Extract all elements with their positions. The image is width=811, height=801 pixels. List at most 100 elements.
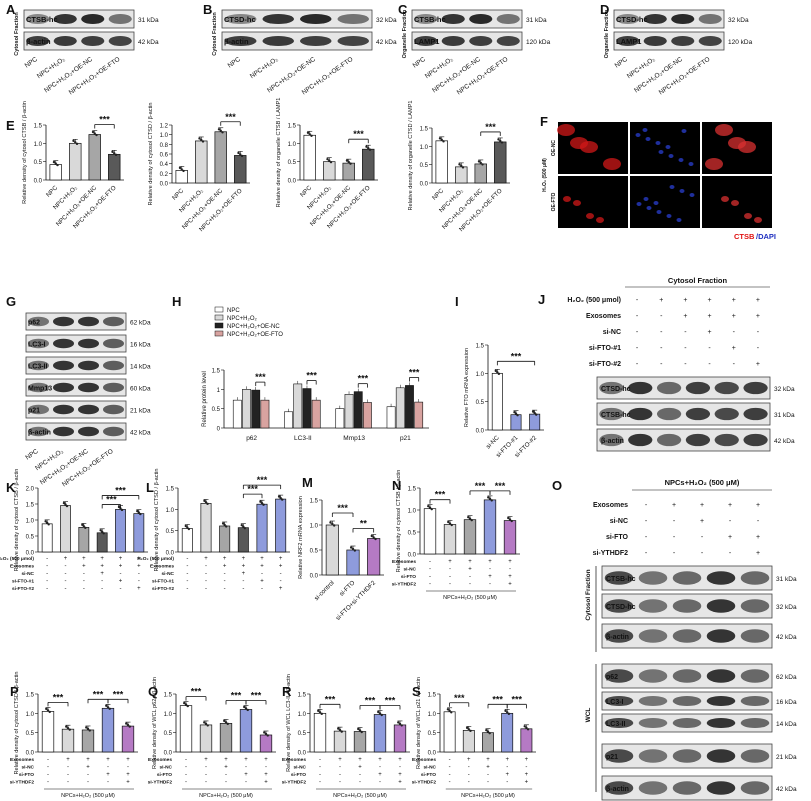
sig-stars: *** (53, 692, 64, 702)
kda-label: 42 kDa (774, 438, 795, 445)
data-point (365, 145, 368, 148)
sig-stars: *** (492, 694, 503, 704)
data-point (332, 524, 336, 527)
blot-band (714, 381, 739, 395)
sig-stars: *** (409, 367, 420, 377)
bar (395, 387, 405, 429)
y-tick-label: 0.5 (288, 160, 297, 166)
panel-letter: E (6, 118, 15, 133)
condition-name: Exosomes (150, 564, 174, 570)
category-label: si-control (313, 579, 336, 602)
blot-band (656, 433, 682, 447)
panel-letter: C (398, 2, 408, 17)
blot-band (740, 695, 770, 707)
condition-value: - (138, 571, 140, 577)
condition-value: + (756, 313, 760, 320)
blot-strip (25, 334, 127, 353)
cell-signal (705, 158, 723, 170)
cell-signal (646, 206, 652, 210)
data-point (400, 724, 403, 727)
y-tick-label: 1.0 (420, 145, 429, 151)
blot-strip (596, 428, 771, 452)
blot-band (26, 13, 50, 25)
blot-band (469, 13, 493, 25)
blot-band (78, 360, 99, 371)
blot-band (28, 360, 49, 371)
kda-label: 42 kDa (138, 39, 159, 46)
sig-stars: *** (385, 695, 396, 705)
data-point (246, 708, 249, 712)
condition-value: + (64, 556, 68, 562)
data-point (448, 522, 452, 525)
bar (362, 148, 375, 181)
condition-value: - (757, 345, 760, 352)
y-tick-label: 1.0 (166, 508, 175, 514)
condition-value: + (223, 564, 227, 570)
data-point (198, 137, 201, 140)
data-point (460, 164, 463, 168)
blot-band (81, 13, 105, 25)
band-name: CTSD-hc (606, 604, 636, 611)
condition-value: - (449, 574, 451, 580)
blot-band (225, 35, 257, 47)
condition-value: - (379, 765, 381, 771)
condition-name: si-FTO (157, 772, 172, 778)
blot-band (616, 13, 640, 25)
y-tick-label: 1.0 (34, 142, 43, 148)
data-point (349, 546, 353, 549)
bar (214, 131, 227, 184)
condition-value: + (224, 757, 228, 763)
condition-value: - (65, 571, 67, 577)
sig-stars: *** (231, 690, 242, 700)
cell-signal (656, 210, 662, 214)
blot-band (108, 35, 132, 47)
condition-value: - (684, 329, 687, 336)
condition-value: + (119, 564, 123, 570)
condition-value: + (242, 571, 246, 577)
sig-stars: *** (225, 112, 236, 122)
condition-value: - (245, 780, 247, 786)
sig-stars: *** (113, 689, 124, 699)
blot-band (698, 35, 722, 47)
blot-band (638, 717, 668, 729)
data-point (114, 153, 118, 157)
chart-H: 0 0.5 1 1.5 Relative protein level *** p62 *** L… (202, 306, 429, 442)
data-point (204, 501, 208, 504)
y-tick-label: 1.0 (26, 712, 35, 718)
chart-P: 0.0 0.5 1.0 1.5 Relative density of cytosol … (10, 671, 138, 799)
condition-value: + (224, 765, 228, 771)
blot-band (671, 13, 695, 25)
condition-value: - (185, 765, 187, 771)
blot-band (78, 404, 99, 415)
fraction-label: Cytosol Fraction (14, 12, 20, 56)
condition-value: - (399, 765, 401, 771)
condition-value: + (126, 780, 130, 786)
data-point (506, 711, 509, 714)
condition-value: - (468, 780, 470, 786)
condition-value: - (449, 780, 451, 786)
condition-value: + (260, 556, 264, 562)
condition-value: + (525, 757, 529, 763)
sig-stars: *** (454, 693, 465, 703)
y-tick-label: 1.0 (310, 524, 319, 530)
condition-value: + (728, 534, 732, 541)
blot-band (53, 382, 74, 393)
blot-band (706, 749, 736, 763)
data-point (469, 729, 472, 733)
condition-name: si-YTHDF2 (392, 582, 417, 588)
panel-letter: D (600, 2, 609, 17)
blot-band (672, 695, 702, 707)
data-point (266, 734, 269, 737)
sig-stars: *** (93, 689, 104, 699)
data-point (95, 133, 98, 137)
legend-swatch (214, 314, 224, 321)
band-name: p21 (606, 754, 618, 761)
bar (88, 134, 101, 181)
y-tick-label: 1.5 (408, 487, 417, 493)
chart-E1: 0.0 0.5 1.0 1.5 Relative density of cytosol … (22, 101, 124, 230)
blot-band (706, 781, 736, 795)
condition-value: - (489, 582, 491, 588)
sig-stars: *** (191, 687, 202, 697)
data-point (239, 153, 242, 156)
data-point (126, 723, 130, 727)
